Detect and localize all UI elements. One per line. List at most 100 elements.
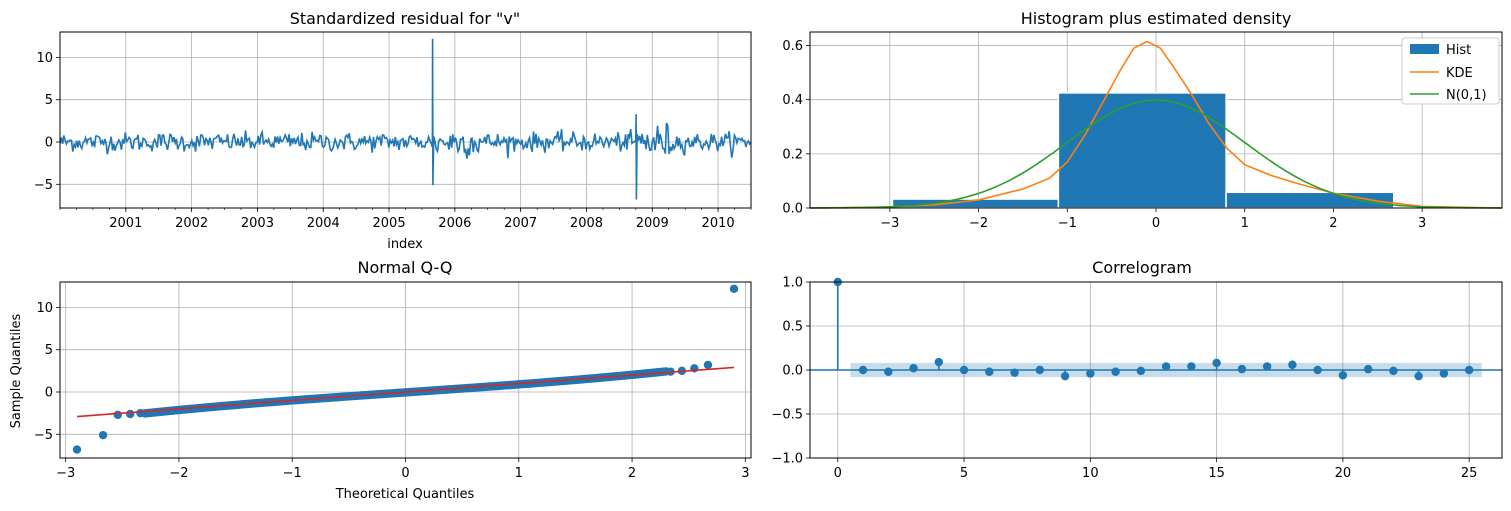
legend-kde-label: KDE (1446, 66, 1473, 81)
residual-xtick-label: 2010 (702, 216, 735, 231)
qq-xtick-label: −3 (56, 466, 75, 481)
acf-point (1187, 362, 1196, 371)
acf-point (1414, 371, 1423, 381)
residual-ytick-label: 10 (36, 51, 53, 66)
histogram-xtick-label: 0 (1152, 216, 1160, 231)
histogram-legend: Hist KDE N(0,1) (1401, 37, 1500, 105)
acf-point (1010, 368, 1019, 377)
acf-point (1338, 371, 1348, 380)
normal-density-line (810, 99, 1502, 209)
legend-hist-label: Hist (1446, 43, 1471, 58)
qq-point (113, 410, 122, 420)
acf-point (1212, 358, 1221, 368)
qq-xtick-label: −1 (283, 466, 302, 481)
panel-residual: Standardized residual for "v" index 2001… (34, 9, 752, 252)
correlogram-plot: 0 5 10 15 20 25 −1.0 −0.5 0.0 0.5 1.0 (771, 276, 1503, 481)
qq-xtick-label: 3 (741, 466, 749, 481)
acf-point (1111, 367, 1120, 376)
residual-xtick-label: 2003 (241, 216, 274, 231)
correlogram-xtick-label: 25 (1461, 466, 1478, 481)
qq-ytick-label: 0 (45, 386, 53, 401)
acf-point (1035, 365, 1045, 375)
histogram-xtick-label: 3 (1418, 216, 1426, 231)
qq-point (98, 430, 108, 440)
qq-xtick-label: −2 (169, 466, 188, 481)
panel-correlogram: Correlogram 0 5 10 15 20 25 −1.0 −0.5 0.0 0.5 1.0 (771, 258, 1503, 481)
correlogram-ytick-label: −0.5 (771, 408, 803, 423)
panel-histogram: Histogram plus estimated density −3 −2 −1 0… (782, 9, 1503, 231)
legend-box (1401, 37, 1500, 105)
correlogram-xtick-label: 0 (834, 466, 842, 481)
acf-point (1313, 365, 1322, 375)
acf-point (934, 357, 944, 367)
histogram-xtick-label: −1 (1058, 216, 1077, 231)
acf-point (1288, 360, 1297, 369)
histogram-frame (809, 31, 1503, 209)
correlogram-ytick-label: 1.0 (782, 276, 803, 291)
acf-point (909, 364, 918, 373)
acf-point (1060, 371, 1070, 381)
acf-point (1086, 369, 1095, 378)
qq-reference-line (76, 366, 735, 418)
histogram-xtick-label: 1 (1241, 216, 1249, 231)
residual-xtick-label: 2007 (504, 216, 537, 231)
qq-point (136, 408, 145, 418)
residual-xtick-label: 2006 (438, 216, 471, 231)
correlogram-xtick-label: 10 (1082, 466, 1099, 481)
residual-frame (59, 31, 752, 209)
qq-plot: −3 −2 −1 0 1 2 3 −5 0 5 10 (34, 281, 752, 481)
residual-plot: 2001 2002 2003 2004 2005 2006 2007 2008 2009 2010… (34, 31, 752, 231)
correlogram-ytick-label: −1.0 (771, 452, 803, 467)
acf-point (1262, 362, 1272, 371)
acf-point (858, 365, 868, 375)
histogram-ytick-label: 0.0 (782, 202, 803, 217)
acf-point (1439, 369, 1449, 378)
residual-xtick-label: 2005 (373, 216, 406, 231)
qq-ytick-label: 10 (36, 301, 53, 316)
histogram-xtick-label: −2 (969, 216, 988, 231)
qq-point (72, 445, 82, 454)
acf-point (959, 365, 969, 375)
acf-point (884, 367, 893, 376)
histogram-xtick-label: 2 (1329, 216, 1337, 231)
histogram-ytick-label: 0.4 (782, 93, 803, 108)
histogram-title: Histogram plus estimated density (1021, 9, 1292, 28)
residual-xlabel: index (387, 237, 423, 252)
correlogram-xtick-label: 20 (1335, 466, 1352, 481)
residual-xtick-label: 2008 (570, 216, 603, 231)
qq-ytick-label: 5 (45, 343, 53, 358)
histogram-ytick-label: 0.6 (782, 39, 803, 54)
acf-point (1389, 366, 1398, 376)
qq-title: Normal Q-Q (358, 258, 453, 277)
kde-line (809, 40, 1503, 209)
residual-ytick-label: 5 (45, 93, 53, 108)
acf-point (1136, 366, 1146, 376)
residual-xtick-label: 2009 (636, 216, 669, 231)
legend-normal-label: N(0,1) (1446, 88, 1487, 103)
correlogram-ytick-label: 0.5 (782, 320, 803, 335)
correlogram-title: Correlogram (1092, 258, 1192, 277)
acf-point (1237, 364, 1247, 374)
residual-ytick-label: −5 (34, 178, 53, 193)
correlogram-ytick-label: 0.0 (782, 364, 803, 379)
residual-xtick-label: 2002 (175, 216, 208, 231)
residual-series-line (60, 38, 751, 200)
correlogram-xtick-label: 15 (1208, 466, 1225, 481)
qq-point (126, 409, 135, 419)
qq-frame (59, 281, 752, 459)
qq-xtick-label: 0 (401, 466, 409, 481)
legend-hist-swatch (1410, 44, 1439, 54)
acf-point (1363, 364, 1373, 374)
histogram-ytick-label: 0.2 (782, 147, 803, 162)
correlogram-frame (809, 281, 1503, 459)
qq-point (729, 284, 739, 293)
qq-point (703, 360, 713, 370)
qq-ylabel: Sample Quantiles (9, 313, 24, 428)
residual-xtick-label: 2004 (307, 216, 340, 231)
histogram-xtick-label: −3 (880, 216, 899, 231)
histogram-plot: −3 −2 −1 0 1 2 3 0.0 0.2 0.4 0.6 (782, 31, 1503, 231)
qq-xtick-label: 2 (628, 466, 636, 481)
acf-point (1464, 365, 1474, 375)
residual-ytick-label: 0 (45, 136, 53, 151)
